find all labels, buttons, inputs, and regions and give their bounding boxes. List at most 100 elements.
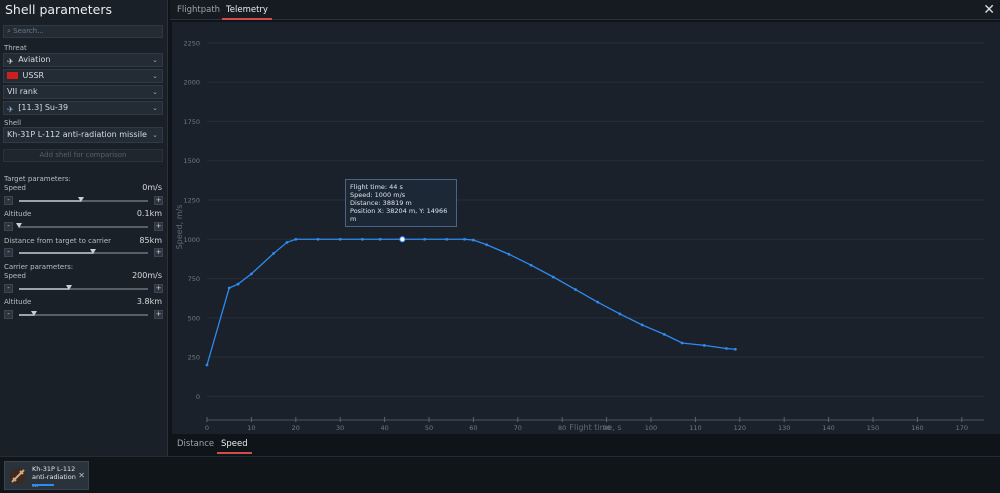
data-point bbox=[250, 272, 253, 276]
carrier-altitude-slider[interactable]: - + bbox=[4, 310, 163, 320]
data-point bbox=[596, 300, 600, 304]
slider-track[interactable] bbox=[19, 285, 148, 290]
increase-button[interactable]: + bbox=[154, 222, 163, 231]
tab-telemetry[interactable]: Telemetry bbox=[222, 0, 272, 20]
data-point bbox=[236, 282, 240, 286]
y-tick-label: 1750 bbox=[183, 118, 200, 126]
x-tick-label: 40 bbox=[380, 424, 388, 432]
slider-track[interactable] bbox=[19, 197, 148, 202]
data-point bbox=[662, 332, 666, 336]
aircraft-icon: ✈ bbox=[7, 57, 14, 66]
chevron-down-icon: ⌄ bbox=[152, 104, 158, 112]
shell-label: Shell bbox=[4, 119, 22, 127]
country-value: USSR bbox=[22, 71, 45, 80]
tab-distance[interactable]: Distance bbox=[177, 439, 215, 449]
carrier-speed-slider[interactable]: - + bbox=[4, 284, 163, 294]
rank-value: VII rank bbox=[7, 87, 38, 96]
slider-track[interactable] bbox=[19, 249, 148, 254]
data-point bbox=[463, 237, 466, 241]
chevron-down-icon: ⌄ bbox=[152, 131, 158, 139]
add-shell-button[interactable]: Add shell for comparison bbox=[3, 149, 163, 162]
shell-value: Kh-31P L-112 anti-radiation missile bbox=[7, 130, 147, 139]
slider-thumb[interactable] bbox=[77, 197, 84, 202]
vehicle-dropdown[interactable]: ✈ [11.3] Su-39 ⌄ bbox=[3, 101, 163, 115]
slider-thumb[interactable] bbox=[66, 285, 73, 290]
threat-label: Threat bbox=[4, 44, 27, 52]
data-point bbox=[378, 237, 382, 241]
country-dropdown[interactable]: USSR ⌄ bbox=[3, 69, 163, 83]
data-point bbox=[640, 323, 644, 327]
increase-button[interactable]: + bbox=[154, 284, 163, 293]
carrier-altitude-label: Altitude bbox=[4, 298, 32, 306]
target-altitude-label: Altitude bbox=[4, 210, 32, 218]
target-speed-value: 0m/s bbox=[142, 183, 162, 192]
y-tick-label: 2000 bbox=[183, 79, 200, 87]
carrier-params-label: Carrier parameters: bbox=[4, 263, 74, 271]
chevron-down-icon: ⌄ bbox=[152, 72, 158, 80]
remove-icon[interactable]: ✕ bbox=[78, 471, 85, 480]
x-tick-label: 70 bbox=[514, 424, 522, 432]
y-tick-label: 2250 bbox=[183, 39, 200, 47]
x-tick-label: 120 bbox=[734, 424, 746, 432]
y-tick-label: 500 bbox=[188, 314, 200, 322]
slider-thumb[interactable] bbox=[89, 249, 96, 254]
decrease-button[interactable]: - bbox=[4, 222, 13, 231]
slider-track[interactable] bbox=[19, 311, 148, 316]
data-point bbox=[618, 312, 622, 316]
decrease-button[interactable]: - bbox=[4, 310, 13, 319]
search-placeholder: Search... bbox=[13, 27, 44, 35]
x-tick-label: 30 bbox=[336, 424, 344, 432]
shell-card[interactable]: Kh-31P L-112 anti-radiation ... ✕ bbox=[4, 461, 89, 490]
ussr-flag-icon bbox=[7, 72, 18, 79]
target-altitude-slider[interactable]: - + bbox=[4, 222, 163, 232]
search-input[interactable]: ⌕ Search... bbox=[3, 25, 163, 38]
tab-flightpath[interactable]: Flightpath bbox=[177, 5, 221, 15]
x-tick-label: 170 bbox=[956, 424, 968, 432]
close-icon[interactable]: ✕ bbox=[983, 2, 995, 18]
shell-dropdown[interactable]: Kh-31P L-112 anti-radiation missile ⌄ bbox=[3, 127, 163, 143]
carrier-speed-value: 200m/s bbox=[132, 271, 162, 280]
x-tick-label: 90 bbox=[602, 424, 610, 432]
decrease-button[interactable]: - bbox=[4, 196, 13, 205]
jet-icon: ✈ bbox=[7, 105, 14, 114]
threat-type-dropdown[interactable]: ✈ Aviation ⌄ bbox=[3, 53, 163, 67]
distance-value: 85km bbox=[139, 236, 162, 245]
data-tooltip: Flight time: 44 s Speed: 1000 m/s Distan… bbox=[345, 179, 457, 227]
chevron-down-icon: ⌄ bbox=[152, 56, 158, 64]
distance-slider[interactable]: - + bbox=[4, 248, 163, 258]
target-altitude-value: 0.1km bbox=[136, 209, 162, 218]
tooltip-speed: Speed: 1000 m/s bbox=[350, 191, 406, 199]
tooltip-position: Position X: 38204 m, Y: 14966 m bbox=[350, 207, 448, 223]
data-point bbox=[680, 341, 684, 345]
y-axis-label: Speed, m/s bbox=[175, 205, 184, 250]
x-tick-label: 60 bbox=[469, 424, 477, 432]
slider-fill bbox=[19, 314, 35, 316]
target-speed-slider[interactable]: - + bbox=[4, 196, 163, 206]
x-tick-label: 80 bbox=[558, 424, 566, 432]
slider-fill bbox=[19, 200, 81, 202]
y-tick-label: 750 bbox=[188, 275, 200, 283]
slider-thumb[interactable] bbox=[31, 311, 38, 316]
vehicle-value: [11.3] Su-39 bbox=[18, 103, 69, 112]
data-point bbox=[285, 241, 289, 244]
data-point bbox=[205, 363, 209, 367]
slider-fill bbox=[19, 252, 93, 254]
tab-speed[interactable]: Speed bbox=[217, 434, 252, 454]
x-tick-label: 20 bbox=[292, 424, 300, 432]
x-axis-label: Flight time, s bbox=[569, 423, 621, 432]
increase-button[interactable]: + bbox=[154, 248, 163, 257]
slider-thumb[interactable] bbox=[16, 223, 22, 228]
bottom-tab-bar: Distance Speed bbox=[170, 434, 1000, 454]
chevron-down-icon: ⌄ bbox=[152, 88, 158, 96]
rank-dropdown[interactable]: VII rank ⌄ bbox=[3, 85, 163, 99]
increase-button[interactable]: + bbox=[154, 310, 163, 319]
decrease-button[interactable]: - bbox=[4, 284, 13, 293]
decrease-button[interactable]: - bbox=[4, 248, 13, 257]
sidebar: Shell parameters ⌕ Search... Threat ✈ Av… bbox=[0, 0, 168, 456]
slider-track[interactable] bbox=[16, 223, 148, 228]
increase-button[interactable]: + bbox=[154, 196, 163, 205]
data-point bbox=[472, 238, 475, 242]
x-tick-label: 100 bbox=[645, 424, 657, 432]
target-params-label: Target parameters: bbox=[4, 175, 71, 183]
series-line bbox=[206, 238, 736, 366]
